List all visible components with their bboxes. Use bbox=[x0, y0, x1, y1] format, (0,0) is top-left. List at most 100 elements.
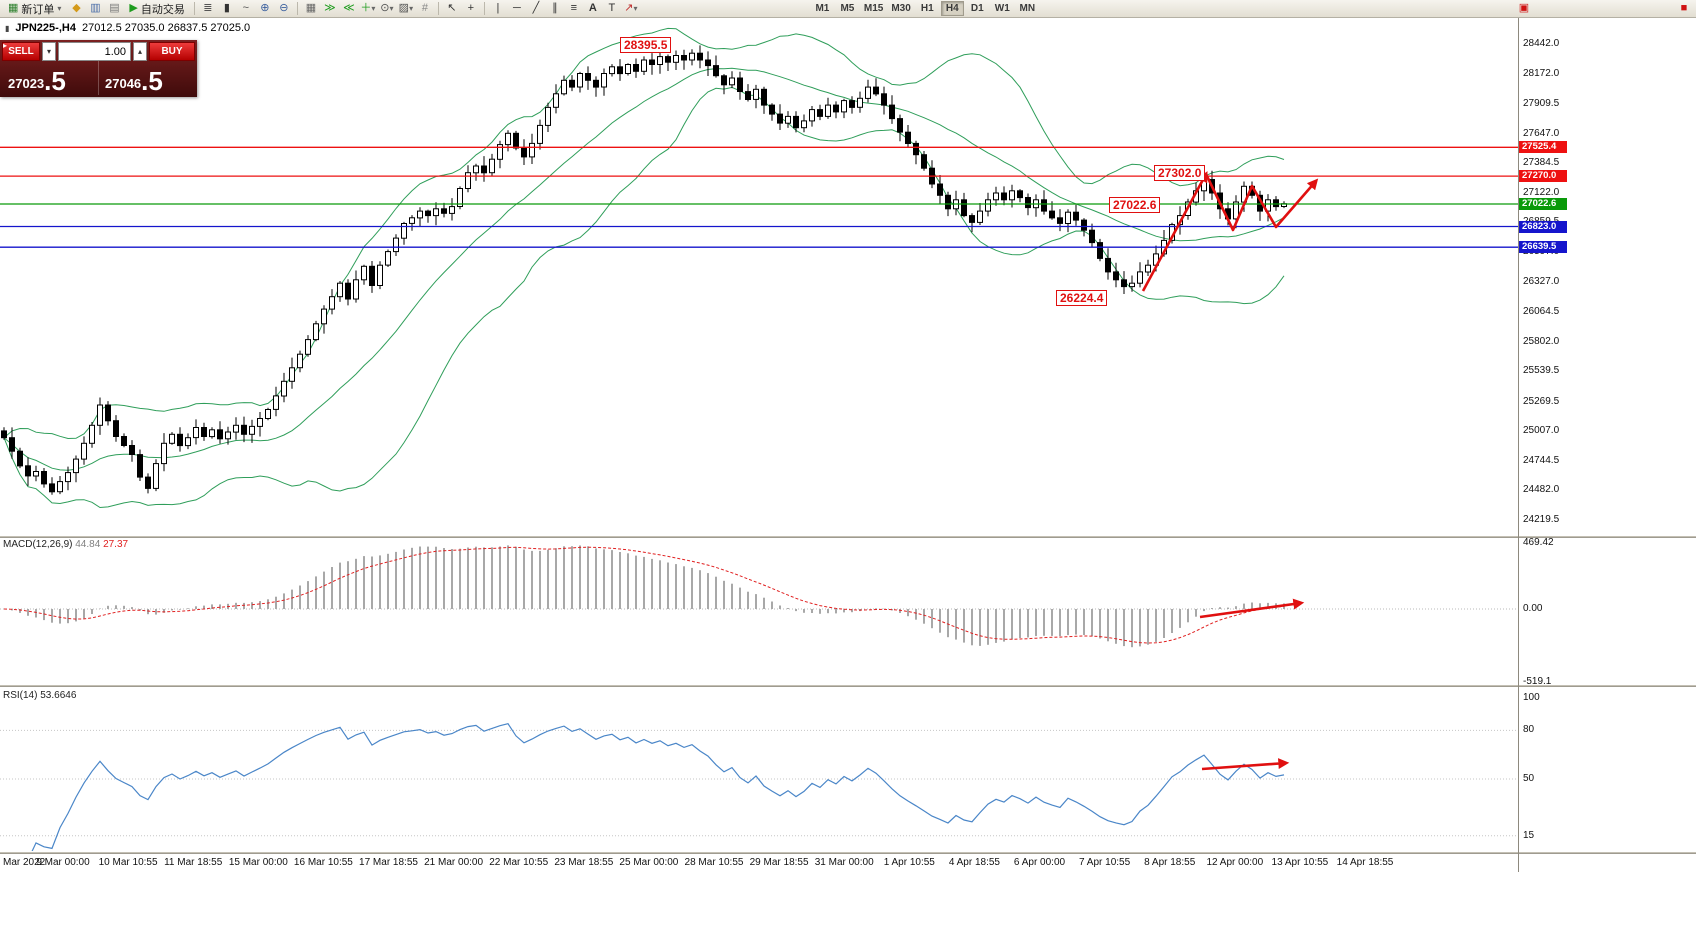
sell-price-pips: .5 bbox=[44, 66, 66, 96]
rsi-scale-label: 50 bbox=[1523, 773, 1535, 784]
price-axis-label: 25269.5 bbox=[1523, 395, 1560, 407]
zoom-in-button[interactable]: ⊕ bbox=[256, 1, 274, 17]
horizontal-line-button[interactable]: ─ bbox=[508, 1, 526, 17]
time-axis-label: 11 Mar 18:55 bbox=[164, 857, 223, 868]
bar-chart-icon: ≣ bbox=[203, 2, 213, 14]
play-icon: ▶ bbox=[129, 2, 138, 14]
timeframe-w1-button[interactable]: W1 bbox=[994, 3, 1010, 14]
panel-splitter-rsi[interactable] bbox=[0, 685, 1696, 687]
trendline-icon: ╱ bbox=[532, 2, 540, 14]
buy-button[interactable]: BUY bbox=[149, 42, 195, 61]
horizontal-line-icon: ─ bbox=[512, 2, 521, 14]
grid-button[interactable]: # bbox=[416, 1, 434, 17]
channel-button[interactable]: ∥ bbox=[546, 1, 564, 17]
rsi-scale-label: 15 bbox=[1523, 829, 1535, 841]
time-axis-label: 4 Apr 18:55 bbox=[948, 857, 1000, 868]
add-indicator-button[interactable]: ＋ ▾ bbox=[359, 1, 377, 17]
rsi-name: RSI(14) bbox=[3, 690, 38, 701]
periods-button[interactable]: ⊙ ▾ bbox=[378, 1, 396, 17]
tile-windows-button[interactable]: ▦ bbox=[302, 1, 320, 17]
one-click-trading-panel: SELL ▾ 1.00 ▴ BUY 27023.5 27046.5 bbox=[0, 40, 197, 97]
cursor-button[interactable]: ↖ bbox=[443, 1, 461, 17]
timeframe-m15-button[interactable]: M15 bbox=[863, 3, 884, 14]
timeframe-h1-button[interactable]: H1 bbox=[920, 3, 934, 14]
arrows-button[interactable]: ↗ ▾ bbox=[622, 1, 640, 17]
price-annotation[interactable]: 26224.4 bbox=[1056, 290, 1108, 306]
timeframe-h4-button[interactable]: H4 bbox=[940, 1, 964, 16]
auto-scroll-button[interactable]: ≫ bbox=[321, 1, 339, 17]
timeframe-d1-button[interactable]: D1 bbox=[970, 3, 984, 14]
vertical-line-icon: | bbox=[496, 2, 500, 14]
price-axis-label: 24482.0 bbox=[1523, 484, 1560, 496]
new-order-button[interactable]: ▦ 新订单 ▾ bbox=[3, 1, 66, 17]
new-order-label: 新订单 bbox=[21, 3, 55, 16]
buy-price-main: 27046 bbox=[105, 76, 142, 91]
autotrading-label: 自动交易 bbox=[140, 3, 185, 16]
candlestick-button[interactable]: ▮ bbox=[218, 1, 236, 17]
news-icon: ▣ bbox=[1518, 2, 1530, 14]
price-axis-label: 25539.5 bbox=[1523, 365, 1560, 377]
chevron-down-icon: ▾ bbox=[633, 4, 638, 13]
cursor-icon: ↖ bbox=[447, 2, 457, 14]
chart-shift-button[interactable]: ≪ bbox=[340, 1, 358, 17]
zoom-out-button[interactable]: ⊖ bbox=[275, 1, 293, 17]
line-chart-button[interactable]: ~ bbox=[237, 1, 255, 17]
template-icon: ▨ bbox=[398, 2, 410, 14]
profiles-button[interactable]: ▤ bbox=[105, 1, 123, 17]
sell-button[interactable]: SELL bbox=[2, 42, 40, 61]
price-annotation[interactable]: 27022.6 bbox=[1109, 197, 1161, 213]
time-axis-label: 31 Mar 00:00 bbox=[814, 857, 874, 868]
arrows-icon: ↗ bbox=[624, 2, 634, 14]
indicators-icon: ◆ bbox=[72, 2, 81, 14]
charts-grid-button[interactable]: ▥ bbox=[86, 1, 104, 17]
fibonacci-button[interactable]: ≡ bbox=[565, 1, 583, 17]
profiles-icon: ▤ bbox=[109, 2, 120, 14]
time-axis-label: 12 Apr 00:00 bbox=[1206, 857, 1264, 868]
charts-grid-icon: ▥ bbox=[90, 2, 101, 14]
templates-button[interactable]: ▨ ▾ bbox=[397, 1, 415, 17]
panel-splitter-macd[interactable] bbox=[0, 536, 1696, 538]
text-label-icon: T bbox=[608, 2, 616, 14]
volume-decrease-button[interactable]: ▾ bbox=[42, 42, 56, 61]
volume-increase-button[interactable]: ▴ bbox=[133, 42, 147, 61]
zoom-in-icon: ⊕ bbox=[260, 2, 270, 14]
text-label-button[interactable]: T bbox=[603, 1, 621, 17]
text-button[interactable]: A bbox=[584, 1, 602, 17]
indicators-button[interactable]: ◆ bbox=[67, 1, 85, 17]
alert-button[interactable]: ■ bbox=[1675, 1, 1693, 17]
price-annotation[interactable]: 27302.0 bbox=[1154, 165, 1206, 181]
time-axis-label: 14 Apr 18:55 bbox=[1336, 857, 1394, 868]
time-axis-label: Mar 2022 bbox=[3, 857, 46, 868]
panel-collapse-arrow[interactable]: ▸ bbox=[3, 41, 8, 50]
timeframe-mn-button[interactable]: MN bbox=[1019, 3, 1036, 14]
fibonacci-icon: ≡ bbox=[570, 2, 578, 14]
time-axis-label: 1 Apr 10:55 bbox=[883, 857, 935, 868]
price-axis-label: 24744.5 bbox=[1523, 454, 1560, 466]
zoom-out-icon: ⊖ bbox=[279, 2, 289, 14]
timeframe-m30-button[interactable]: M30 bbox=[891, 3, 911, 14]
trendline-button[interactable]: ╱ bbox=[527, 1, 545, 17]
price-annotation[interactable]: 28395.5 bbox=[620, 37, 672, 53]
timeframe-m1-button[interactable]: M1 bbox=[815, 3, 830, 14]
volume-input[interactable]: 1.00 bbox=[58, 42, 131, 61]
bar-chart-button[interactable]: ≣ bbox=[199, 1, 217, 17]
text-icon: A bbox=[588, 2, 597, 14]
macd-scale-label: 469.42 bbox=[1523, 537, 1554, 548]
crosshair-button[interactable]: + bbox=[462, 1, 480, 17]
vertical-line-button[interactable]: | bbox=[489, 1, 507, 17]
timeframe-bar: M1 M5 M15 M30 H1 H4 D1 W1 MN bbox=[811, 1, 1039, 16]
price-tag: 26639.5 bbox=[1519, 241, 1567, 254]
toolbar-separator bbox=[193, 2, 195, 15]
autotrading-button[interactable]: ▶ 自动交易 bbox=[124, 1, 189, 17]
chevron-down-icon: ▾ bbox=[409, 4, 414, 13]
panel-splitter-timeaxis[interactable] bbox=[0, 852, 1696, 854]
time-axis-label: 8 Apr 18:55 bbox=[1144, 857, 1196, 868]
timeframe-m5-button[interactable]: M5 bbox=[840, 3, 855, 14]
rsi-label: RSI(14) 53.6646 bbox=[3, 690, 76, 701]
price-axis-label: 27909.5 bbox=[1523, 98, 1560, 110]
news-button[interactable]: ▣ bbox=[1515, 1, 1533, 17]
tile-windows-icon: ▦ bbox=[305, 2, 317, 14]
